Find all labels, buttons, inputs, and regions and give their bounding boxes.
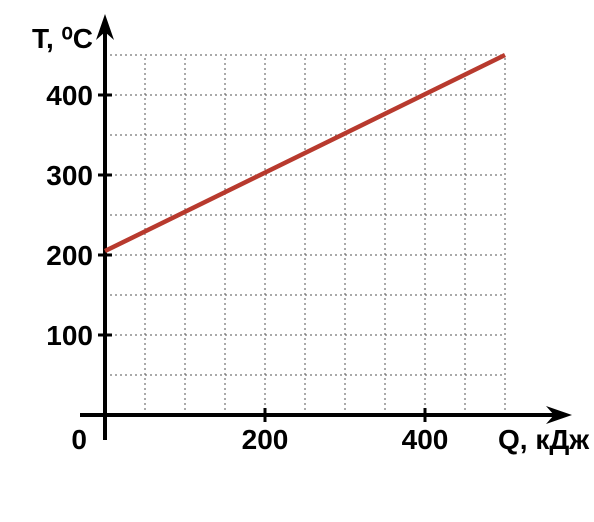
x-tick-label: 200	[242, 424, 289, 455]
y-tick-label: 300	[46, 160, 93, 191]
y-tick-label: 100	[46, 320, 93, 351]
x-axis-label: Q, кДж	[498, 424, 590, 455]
y-tick-label: 200	[46, 240, 93, 271]
labels: T, ⁰C Q, кДж 100 200 300 400 0 200 400	[32, 23, 590, 455]
ticks	[98, 95, 425, 422]
y-tick-label: 400	[46, 80, 93, 111]
y-axis-label: T, ⁰C	[32, 23, 93, 54]
x-tick-label: 0	[71, 424, 87, 455]
x-tick-label: 400	[402, 424, 449, 455]
grid	[105, 55, 505, 415]
heat-temperature-chart: T, ⁰C Q, кДж 100 200 300 400 0 200 400	[0, 0, 594, 522]
chart-svg: T, ⁰C Q, кДж 100 200 300 400 0 200 400	[0, 0, 594, 522]
